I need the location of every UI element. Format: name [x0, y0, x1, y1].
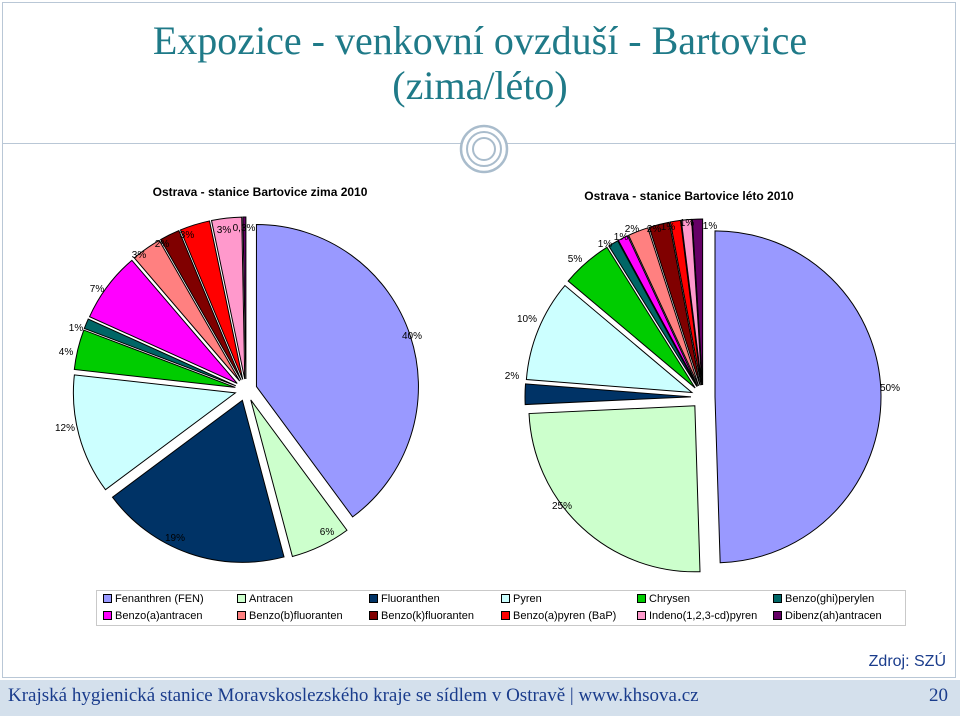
data-label: 12%: [55, 423, 75, 434]
legend-item: Dibenz(ah)antracen: [773, 610, 882, 622]
page-number: 20: [929, 685, 948, 706]
pie-slice: [617, 235, 699, 387]
legend-item: Chrysen: [637, 593, 690, 605]
legend-label: Benzo(a)pyren (BaP): [513, 610, 617, 622]
slide-title-line-2: (zima/léto): [392, 63, 568, 108]
legend-swatch: [237, 611, 246, 620]
data-label: 1%: [598, 239, 613, 250]
legend-item: Benzo(ghi)perylen: [773, 593, 874, 605]
data-label: 3%: [217, 225, 232, 236]
legend-label: Benzo(ghi)perylen: [785, 593, 875, 605]
legend-item: Benzo(a)pyren (BaP): [501, 610, 616, 622]
legend-swatch: [501, 611, 510, 620]
footer-bar: Krajská hygienická stanice Moravskoslezs…: [0, 680, 960, 716]
pie-slice: [524, 383, 692, 406]
data-label: 0,3%: [233, 223, 256, 234]
legend-item: Indeno(1,2,3-cd)pyren: [637, 610, 757, 622]
pie-slice: [714, 230, 882, 564]
legend-item: Benzo(b)fluoranten: [237, 610, 343, 622]
pie-slice: [88, 259, 238, 384]
pie-slice: [72, 374, 237, 491]
source-label: Zdroj: SZÚ: [868, 653, 946, 670]
data-label: 2%: [155, 239, 170, 250]
legend-label: Fenanthren (FEN): [115, 593, 204, 605]
legend-item: Antracen: [237, 593, 293, 605]
data-label: 7%: [90, 284, 105, 295]
pie-slice: [691, 218, 704, 386]
pie-slice: [159, 229, 242, 381]
legend-item: Pyren: [501, 593, 542, 605]
chart-title-summer: Ostrava - stanice Bartovice léto 2010: [584, 189, 794, 203]
legend-item: Fenanthren (FEN): [103, 593, 204, 605]
data-label: 1%: [703, 221, 718, 232]
pie-slice: [73, 329, 236, 388]
pie-slice: [669, 219, 702, 386]
pie-winter: 40%6%19%12%4%1%7%3%2%3% 3% 0,3%: [55, 216, 422, 563]
pie-slice: [680, 218, 703, 386]
chart-title-winter: Ostrava - stanice Bartovice zima 2010: [153, 185, 368, 199]
chart-legend: Fenanthren (FEN) Antracen Fluoranthen Pyren…: [96, 590, 906, 626]
legend-label: Dibenz(ah)antracen: [785, 610, 882, 622]
legend-label: Benzo(b)fluoranten: [249, 610, 343, 622]
data-label: 1%: [614, 232, 629, 243]
legend-swatch: [103, 611, 112, 620]
data-label: 40%: [402, 331, 422, 342]
data-label: 5%: [568, 254, 583, 265]
legend-item: Benzo(k)fluoranten: [369, 610, 474, 622]
footer-text: Krajská hygienická stanice Moravskoslezs…: [8, 685, 699, 706]
pie-slice: [528, 405, 701, 573]
data-label: 19%: [165, 533, 185, 544]
legend-swatch: [773, 611, 782, 620]
legend-swatch: [637, 594, 646, 603]
data-label: 1%: [69, 323, 84, 334]
data-label: 3%: [132, 250, 147, 261]
pie-slice: [648, 221, 701, 386]
slide-title: Expozice - venkovní ovzduší - Bartovice …: [0, 18, 960, 108]
pie-slice: [133, 239, 241, 382]
pie-slice: [83, 318, 237, 387]
legend-item: Benzo(a)antracen: [103, 610, 202, 622]
slide-frame: [2, 2, 956, 678]
pie-slice: [179, 220, 244, 380]
pie-slice: [210, 216, 246, 380]
legend-item: Fluoranthen: [369, 593, 440, 605]
legend-label: Indeno(1,2,3-cd)pyren: [649, 610, 758, 622]
circle-emblem-icon: [459, 124, 509, 174]
legend-label: Antracen: [249, 593, 294, 605]
pie-slice: [567, 246, 696, 389]
data-label: 2%: [505, 371, 520, 382]
data-label: 2%: [647, 224, 662, 235]
legend-label: Benzo(a)antracen: [115, 610, 203, 622]
legend-swatch: [773, 594, 782, 603]
data-label: 4%: [59, 347, 74, 358]
legend-swatch: [637, 611, 646, 620]
legend-swatch: [237, 594, 246, 603]
pie-slice: [242, 216, 247, 380]
legend-label: Benzo(k)fluoranten: [381, 610, 474, 622]
legend-label: Chrysen: [649, 593, 690, 605]
legend-swatch: [103, 594, 112, 603]
legend-swatch: [369, 594, 378, 603]
pie-slice: [525, 284, 694, 394]
legend-swatch: [501, 594, 510, 603]
legend-swatch: [369, 611, 378, 620]
data-label: 6%: [320, 527, 335, 538]
pie-slice: [255, 224, 419, 518]
data-label: 50%: [880, 383, 900, 394]
legend-label: Pyren: [513, 593, 542, 605]
pie-slice: [627, 227, 700, 387]
data-label: 3%: [180, 230, 195, 241]
pie-slice: [608, 240, 698, 387]
data-label: 1%: [661, 222, 676, 233]
pie-slice: [111, 399, 285, 563]
pie-summer: 50%25%2%10%5%1%1%2% 2% 1% 1% 1%: [505, 218, 900, 573]
data-label: 1%: [680, 218, 695, 229]
data-label: 10%: [517, 314, 537, 325]
slide-title-line-1: Expozice - venkovní ovzduší - Bartovice: [152, 18, 808, 63]
pie-slice: [250, 399, 348, 558]
data-label: 2%: [625, 224, 640, 235]
data-label: 25%: [552, 501, 572, 512]
legend-label: Fluoranthen: [381, 593, 440, 605]
